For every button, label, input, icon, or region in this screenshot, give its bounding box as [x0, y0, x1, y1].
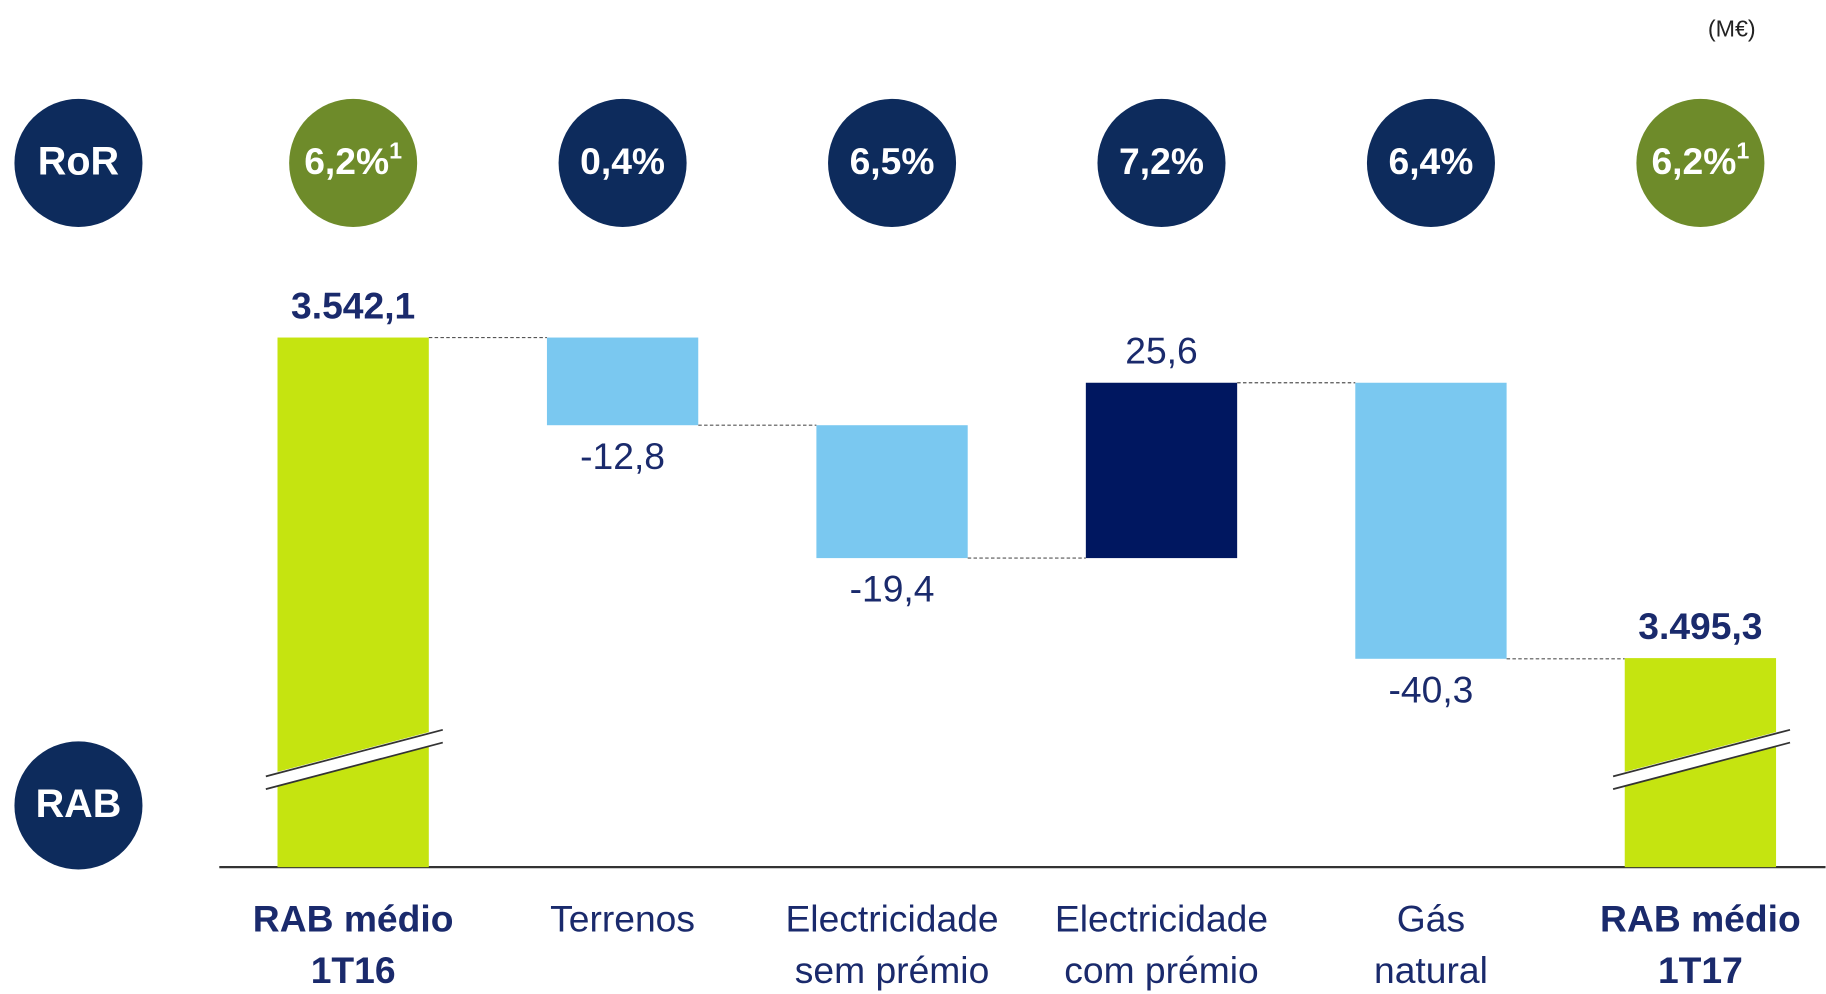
- footnote-mark: 1: [1736, 138, 1749, 164]
- ror-badge: [14, 98, 143, 227]
- axis-break: [265, 728, 443, 778]
- bar: [1085, 382, 1238, 559]
- x-tick-label: sem prémio: [795, 949, 990, 991]
- x-tick-label: Terrenos: [550, 898, 695, 940]
- ror-circle: [289, 98, 418, 227]
- ror-circle: [1097, 98, 1226, 227]
- ror-value-label: 6,4%: [1389, 140, 1474, 182]
- x-tick-label: natural: [1374, 949, 1488, 991]
- axis-break: [1612, 728, 1791, 778]
- x-tick-label: 1T17: [1658, 949, 1743, 991]
- ror-circle: [1636, 98, 1765, 227]
- x-tick-label: 1T16: [311, 949, 396, 991]
- value-label: -19,4: [850, 568, 935, 610]
- x-tick-label: com prémio: [1064, 949, 1259, 991]
- ror-circle: [828, 98, 957, 227]
- ror-circle: [1366, 98, 1495, 227]
- value-label: 25,6: [1125, 329, 1197, 371]
- bar: [277, 337, 429, 868]
- value-label: -40,3: [1389, 668, 1474, 710]
- x-tick-label: Electricidade: [785, 898, 998, 940]
- rab-label: RAB: [36, 782, 122, 826]
- ror-value: 0,4%: [580, 140, 665, 182]
- ror-circle: [558, 98, 687, 227]
- x-tick-label: Electricidade: [1055, 898, 1268, 940]
- ror-label: RoR: [38, 140, 119, 184]
- x-tick-label: Gás: [1397, 898, 1465, 940]
- x-tick-label: RAB médio: [253, 898, 454, 940]
- unit-label: (M€): [1708, 15, 1756, 41]
- value-label: 3.495,3: [1638, 605, 1762, 647]
- ror-value: 6,2%1: [304, 138, 402, 182]
- ror-value-label: 6,2%: [1651, 140, 1736, 182]
- bar: [816, 425, 968, 559]
- bar: [1355, 382, 1507, 659]
- ror-value-label: 7,2%: [1119, 140, 1204, 182]
- ror-value-label: 6,2%: [304, 140, 389, 182]
- axis-break: [265, 741, 443, 790]
- ror-value: 7,2%: [1119, 140, 1204, 182]
- ror-value: 6,5%: [850, 140, 935, 182]
- bar: [546, 337, 699, 426]
- value-label: 3.542,1: [291, 284, 415, 326]
- footnote-mark: 1: [389, 138, 402, 164]
- value-label: -12,8: [580, 435, 665, 477]
- ror-value: 6,4%: [1389, 140, 1474, 182]
- ror-value: 6,2%1: [1651, 138, 1749, 182]
- ror-value-label: 0,4%: [580, 140, 665, 182]
- ror-value-label: 6,5%: [850, 140, 935, 182]
- axis-break: [1612, 741, 1791, 790]
- axis-break: [264, 728, 445, 789]
- rab-badge: [14, 741, 143, 870]
- x-tick-label: RAB médio: [1600, 898, 1801, 940]
- axis-break: [1611, 728, 1792, 789]
